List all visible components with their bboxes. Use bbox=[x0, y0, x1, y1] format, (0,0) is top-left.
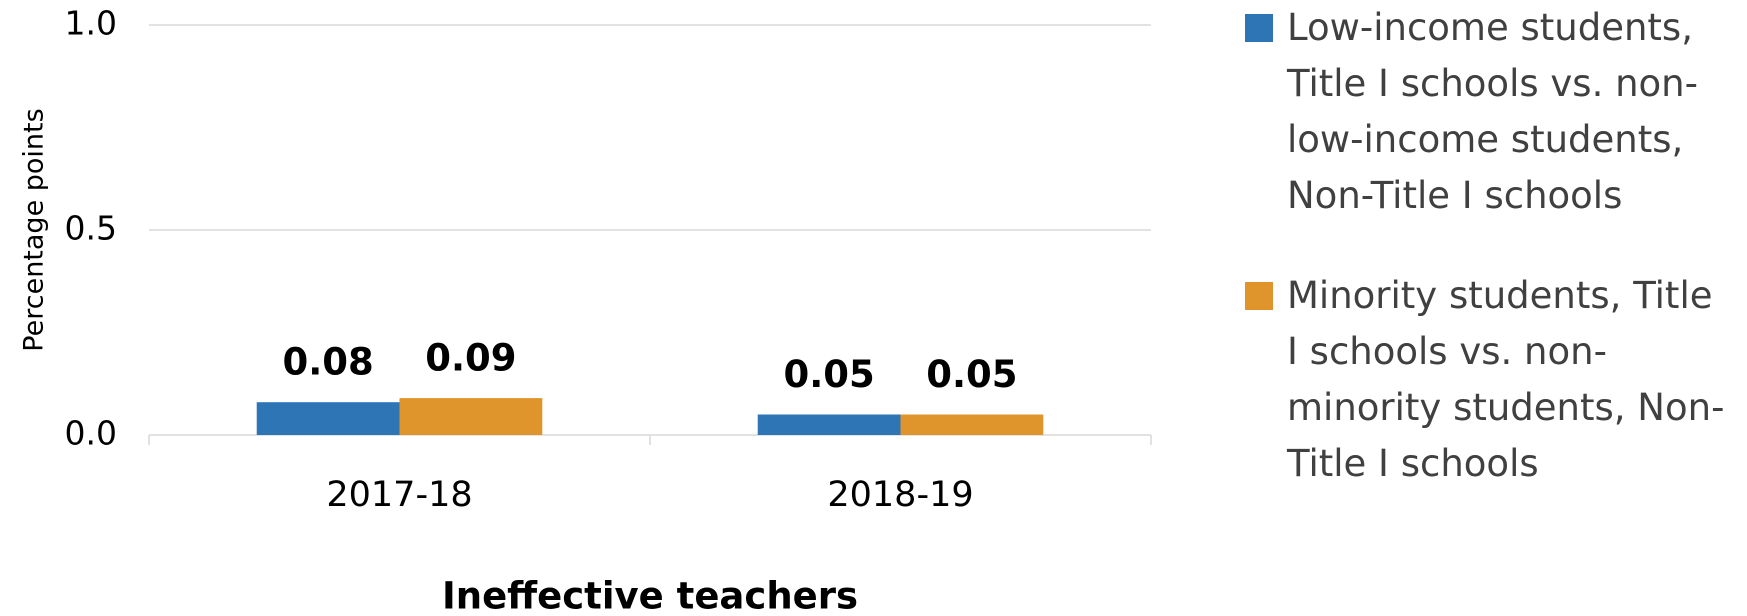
bar bbox=[900, 414, 1044, 435]
y-tick-label: 0.5 bbox=[65, 209, 117, 248]
y-tick-label: 0.0 bbox=[65, 414, 117, 453]
data-label: 0.09 bbox=[425, 337, 516, 380]
x-axis-label: Ineffective teachers bbox=[442, 575, 858, 616]
bar bbox=[399, 398, 543, 435]
legend-item: Low-income students, Title I schools vs.… bbox=[1245, 0, 1735, 224]
y-axis-label: Percentage points bbox=[19, 108, 50, 351]
legend: Low-income students, Title I schools vs.… bbox=[1245, 0, 1735, 536]
data-label: 0.05 bbox=[783, 353, 874, 396]
legend-label: Low-income students, Title I schools vs.… bbox=[1287, 6, 1698, 217]
bar bbox=[757, 414, 901, 435]
legend-swatch bbox=[1245, 14, 1273, 42]
legend-swatch bbox=[1245, 282, 1273, 310]
bar bbox=[256, 402, 400, 435]
x-tick-label: 2017-18 bbox=[326, 475, 472, 515]
data-label: 0.05 bbox=[926, 353, 1017, 396]
legend-label: Minority students, Title I schools vs. n… bbox=[1287, 274, 1725, 485]
x-tick-label: 2018-19 bbox=[827, 475, 973, 515]
y-tick-label: 1.0 bbox=[65, 4, 117, 43]
legend-item: Minority students, Title I schools vs. n… bbox=[1245, 268, 1735, 492]
data-label: 0.08 bbox=[282, 341, 373, 384]
